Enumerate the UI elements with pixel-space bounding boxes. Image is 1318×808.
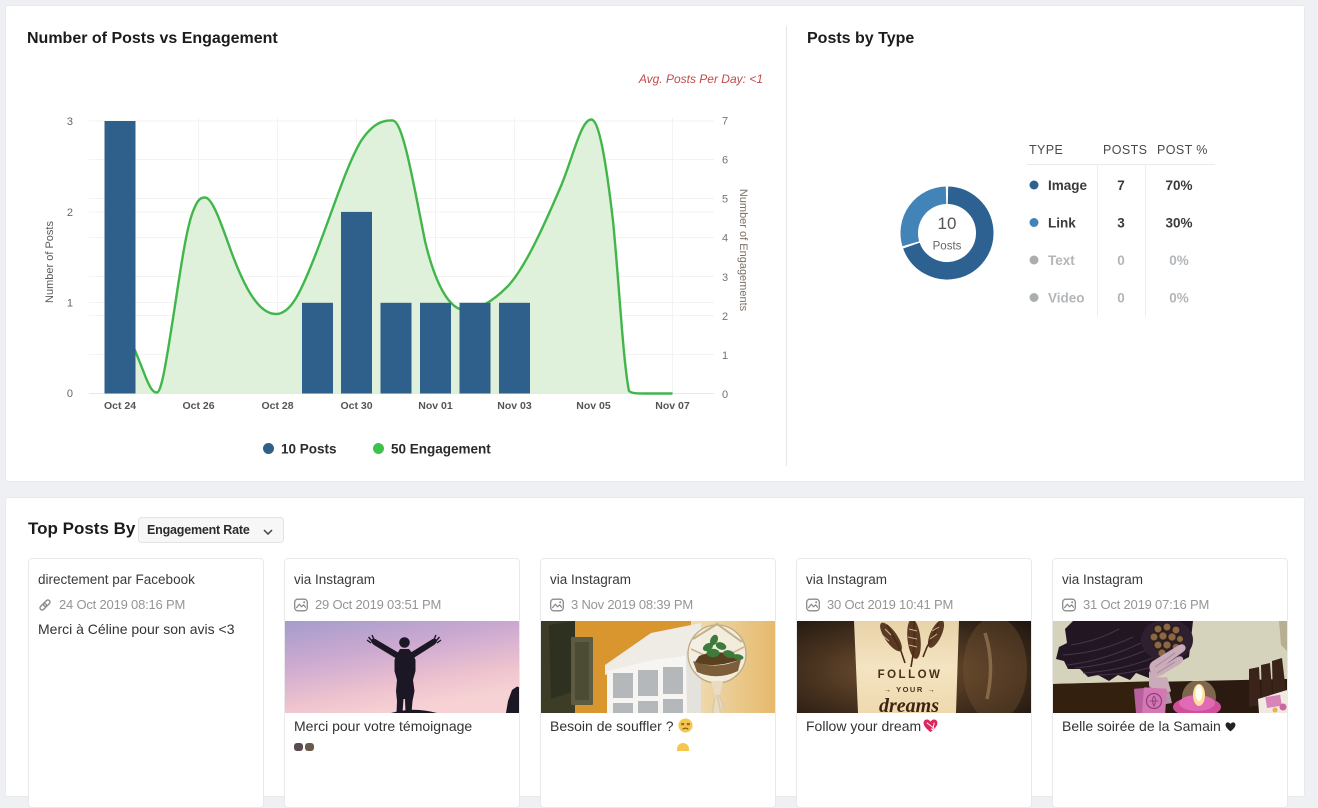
svg-text:2: 2	[722, 311, 728, 323]
svg-text:50 Engagement: 50 Engagement	[391, 442, 491, 457]
svg-text:10 Posts: 10 Posts	[281, 442, 337, 457]
svg-text:Nov 01: Nov 01	[418, 400, 453, 412]
svg-text:Text: Text	[1048, 253, 1075, 268]
svg-text:Oct 24: Oct 24	[104, 400, 136, 412]
svg-text:0: 0	[1117, 291, 1125, 306]
svg-text:→ YOUR →: → YOUR →	[884, 685, 937, 694]
svg-text:Number of Engagements: Number of Engagements	[737, 189, 749, 312]
svg-text:0%: 0%	[1169, 253, 1189, 268]
svg-text:Nov 07: Nov 07	[655, 400, 690, 412]
svg-text:0: 0	[1117, 253, 1125, 268]
svg-text:2: 2	[67, 207, 73, 219]
svg-text:Oct 26: Oct 26	[182, 400, 214, 412]
svg-text:70%: 70%	[1165, 178, 1192, 193]
svg-text:POST %: POST %	[1157, 143, 1208, 157]
svg-text:Link: Link	[1048, 216, 1076, 231]
svg-text:TYPE: TYPE	[1029, 143, 1063, 157]
svg-text:6: 6	[722, 155, 728, 167]
svg-text:7: 7	[722, 116, 728, 128]
svg-text:10: 10	[938, 214, 957, 233]
svg-text:Nov 03: Nov 03	[497, 400, 532, 412]
svg-text:0: 0	[722, 389, 728, 401]
svg-text:Image: Image	[1048, 178, 1088, 193]
svg-text:5: 5	[722, 194, 728, 206]
svg-text:0%: 0%	[1169, 291, 1189, 306]
svg-text:Oct 30: Oct 30	[340, 400, 372, 412]
svg-text:FOLLOW: FOLLOW	[878, 669, 943, 681]
svg-text:30%: 30%	[1165, 216, 1192, 231]
svg-text:3: 3	[67, 116, 73, 128]
svg-text:Posts: Posts	[933, 241, 962, 253]
svg-text:1: 1	[67, 298, 73, 310]
svg-text:POSTS: POSTS	[1103, 143, 1147, 157]
svg-text:Nov 05: Nov 05	[576, 400, 611, 412]
svg-text:1: 1	[722, 350, 728, 362]
svg-text:Number of Posts: Number of Posts	[44, 221, 56, 303]
svg-text:4: 4	[722, 233, 728, 245]
svg-text:7: 7	[1117, 178, 1125, 193]
svg-text:Video: Video	[1048, 291, 1085, 306]
svg-text:0: 0	[67, 388, 73, 400]
svg-text:Oct 28: Oct 28	[261, 400, 293, 412]
svg-text:3: 3	[722, 272, 728, 284]
svg-text:dreams: dreams	[879, 695, 939, 713]
svg-text:3: 3	[1117, 216, 1125, 231]
